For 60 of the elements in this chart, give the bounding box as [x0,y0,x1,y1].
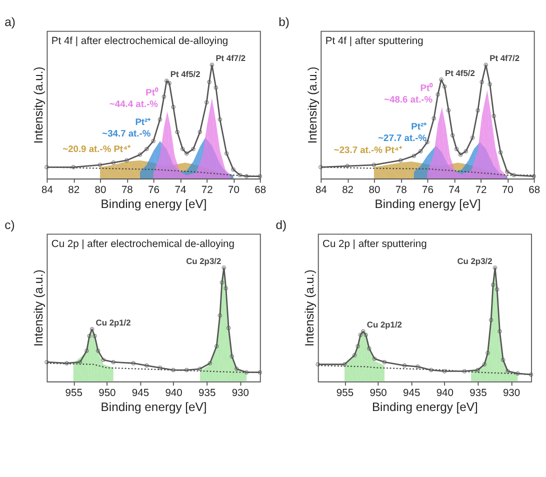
annotation: Pt 4f5/2 [444,68,476,78]
x-tick-label: 82 [68,185,80,196]
series-label: Pt⁰ ~44.4 at.-% [109,86,159,109]
x-axis-title: Binding energy [eV] [100,196,207,211]
x-tick-label: 950 [370,388,388,399]
x-tick-label: 72 [475,185,488,196]
x-tick-label: 80 [94,185,107,196]
x-tick-label: 72 [201,185,214,196]
x-tick-label: 930 [502,388,520,399]
x-tick-label: 68 [254,185,266,196]
chart-subtitle: Pt 4f | after sputtering [325,36,424,47]
x-tick-label: 74 [174,185,186,196]
x-axis-title: Binding energy [eV] [100,400,207,414]
annotation: Pt 4f7/2 [490,53,520,64]
chart-title: b) [278,15,290,30]
chart-title: d) [276,218,287,232]
chart-subtitle: Cu 2p | after electrochemical de-alloying [51,238,235,250]
series-label: Pt²⁺ ~34.7 at.-% [102,117,152,138]
y-axis-title: Intensity (a.u.) [32,270,46,346]
x-tick-label: 82 [342,185,354,196]
x-tick-label: 930 [232,388,250,399]
x-tick-label: 70 [502,185,514,196]
chart-subtitle: Pt 4f | after electrochemical de-alloying [51,36,228,47]
x-tick-label: 84 [315,185,328,196]
series-label: ~23.7 at.-% Pt⁴⁺ [334,145,403,156]
x-tick-label: 68 [528,185,540,196]
x-tick-label: 76 [422,185,434,196]
x-tick-label: 76 [148,185,160,196]
x-tick-label: 940 [436,388,454,399]
x-tick-label: 78 [121,185,134,196]
x-tick-label: 80 [368,185,380,196]
series-label: ~20.9 at.-% Pt⁴⁺ [62,144,132,154]
x-axis-title: Binding energy [eV] [374,196,481,211]
annotation: Cu 2p3/2 [457,256,493,266]
y-axis-title: Intensity (a.u.) [302,270,317,346]
chart-subtitle: Cu 2p | after sputtering [322,238,428,250]
x-tick-label: 74 [448,185,460,196]
x-tick-label: 78 [395,185,408,196]
series-label: Pt²⁺ ~27.7 at.-% [378,122,428,143]
x-tick-label: 945 [132,388,150,399]
chart-title: c) [4,218,15,232]
x-tick-label: 950 [98,388,116,399]
x-tick-label: 955 [336,388,354,399]
annotation: Pt 4f5/2 [170,69,201,80]
annotation: Cu 2p1/2 [366,320,402,330]
y-axis-title: Intensity (a.u.) [32,66,46,144]
x-tick-label: 935 [470,388,488,399]
x-tick-label: 70 [228,185,240,196]
annotation: Cu 2p1/2 [96,317,132,328]
x-tick-label: 935 [198,388,216,399]
x-tick-label: 945 [403,388,420,399]
series-label: Pt⁰ ~48.6 at.-% [384,82,434,104]
x-tick-label: 940 [165,388,183,399]
y-axis-title: Intensity (a.u.) [305,66,320,144]
x-axis-title: Binding energy [eV] [372,400,478,414]
x-tick-label: 84 [42,185,54,196]
annotation: Pt 4f7/2 [216,53,246,64]
x-tick-label: 955 [65,388,83,399]
chart-title: a) [4,15,16,30]
annotation: Cu 2p3/2 [186,256,222,266]
